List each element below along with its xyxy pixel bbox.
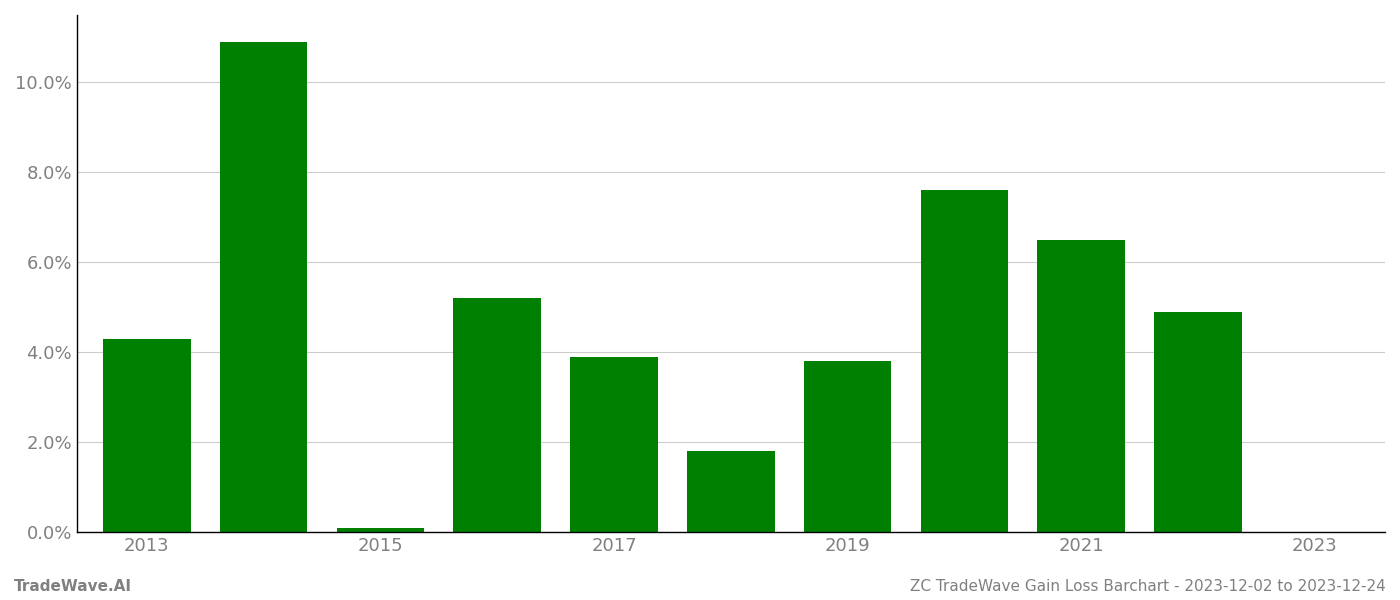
Bar xyxy=(804,361,892,532)
Bar xyxy=(454,298,540,532)
Bar xyxy=(1154,312,1242,532)
Bar xyxy=(687,451,774,532)
Bar xyxy=(570,357,658,532)
Bar xyxy=(921,190,1008,532)
Bar xyxy=(1037,240,1126,532)
Bar xyxy=(102,339,190,532)
Bar xyxy=(220,42,308,532)
Bar xyxy=(336,527,424,532)
Text: TradeWave.AI: TradeWave.AI xyxy=(14,579,132,594)
Text: ZC TradeWave Gain Loss Barchart - 2023-12-02 to 2023-12-24: ZC TradeWave Gain Loss Barchart - 2023-1… xyxy=(910,579,1386,594)
